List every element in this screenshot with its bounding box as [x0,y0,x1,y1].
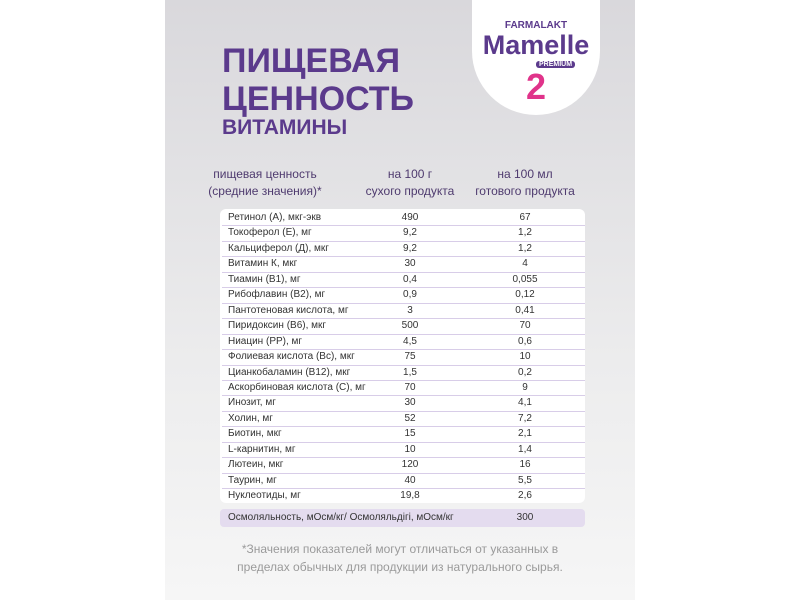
row-divider [222,302,585,304]
cell: 490 [401,212,419,223]
logo-brand: Mamelle [482,30,590,60]
row-divider [222,379,585,381]
table-header: (средние значения)* [208,184,322,198]
table-header: на 100 мл [497,167,553,181]
subtitle: ВИТАМИНЫ [222,116,348,139]
cell: 30 [404,258,416,270]
row-divider [222,333,585,335]
cell: Аскорбиновая кислота (С), мг [228,381,366,393]
cell: 0,6 [518,335,532,347]
table [220,209,585,503]
cell: 500 [401,320,419,332]
footer-row: Осмоляльность, мОсм/кг/ Осмоляльдігі, мО… [220,509,585,527]
logo: FARMALAKT Mamelle PREMIUM 2 [472,0,600,115]
row-divider [222,318,585,320]
cell: Токоферол (Е), мг [228,227,312,239]
logo-line: PREMIUM [536,61,576,68]
cell: Инозит, мг [228,397,276,409]
row-divider [222,225,585,227]
cell: Ретинол (А), мкг-экв [228,212,322,223]
cell: 4,1 [518,397,532,409]
cell: 0,055 [512,273,538,285]
cell: 0,12 [515,289,535,301]
cell: 0,2 [518,366,532,378]
row-divider [222,395,585,397]
row-divider [222,240,585,242]
table-header: готового продукта [475,184,575,198]
cell: 10 [404,443,416,455]
cell: 4 [522,258,528,270]
cell: 40 [404,474,416,486]
row-divider [222,488,585,490]
cell: Пантотеновая кислота, мг [228,304,349,316]
cell: L-карнитин, мг [228,443,296,455]
cell: 0,9 [403,289,417,301]
cell: 2,6 [518,490,532,502]
cell: Холин, мг [228,412,273,424]
cell: 10 [519,351,531,363]
cell: 5,5 [518,474,532,486]
cell: 70 [519,320,531,332]
cell: 4,5 [403,335,417,347]
cell: Тиамин (В1), мг [228,273,301,285]
cell: 1,2 [518,242,532,254]
cell: Биотин, мкг [228,428,282,440]
row-divider [222,472,585,474]
cell: Осмоляльность, мОсм/кг/ Осмоляльдігі, мО… [228,512,454,523]
cell: 9,2 [403,242,417,254]
footnote: пределах обычных для продукции из натура… [237,560,563,574]
row-divider [222,287,585,289]
logo-maker: FARMALAKT [504,20,568,31]
cell: 0,41 [515,304,535,316]
cell: 52 [404,412,416,424]
cell: Лютеин, мкг [228,459,284,471]
cell: 67 [519,212,531,223]
cell: 30 [404,397,416,409]
cell: 300 [516,512,534,523]
row-divider [222,441,585,443]
cell: 15 [404,428,416,440]
cell: Нуклеотиды, мг [228,490,301,502]
cell: Ниацин (РР), мг [228,335,303,347]
cell: 1,2 [518,227,532,239]
title: ПИЩЕВАЯ [222,42,401,80]
table-header: пищевая ценность [213,167,317,181]
title: ЦЕННОСТЬ [222,80,414,118]
cell: 7,2 [518,412,532,424]
row-divider [222,349,585,351]
row-divider [222,457,585,459]
row-divider [222,256,585,258]
row-divider [222,271,585,273]
cell: 9,2 [403,227,417,239]
cell: 75 [404,351,416,363]
cell: Рибофлавин (В2), мг [228,289,326,301]
table-header: сухого продукта [365,184,455,198]
cell: Цианкобаламин (В12), мкг [228,366,351,378]
cell: Фолиевая кислота (Вс), мкг [228,351,355,363]
cell: 16 [519,459,531,471]
cell: 1,5 [403,366,417,378]
row-divider [222,364,585,366]
cell: Кальциферол (Д), мкг [228,242,329,254]
row-divider [222,410,585,412]
cell: 3 [407,304,413,316]
cell: 19,8 [400,490,420,502]
cell: 120 [401,459,419,471]
cell: Пиридоксин (В6), мкг [228,320,327,332]
table-header: на 100 г [387,167,433,181]
row-divider [222,426,585,428]
cell: 0,4 [403,273,417,285]
logo-stage: 2 [525,66,547,107]
cell: 9 [522,381,528,393]
cell: Таурин, мг [228,474,277,486]
cell: 2,1 [518,428,532,440]
cell: Витамин К, мкг [228,258,298,270]
footnote: *Значения показателей могут отличаться о… [241,542,559,556]
cell: 1,4 [518,443,532,455]
cell: 70 [404,381,416,393]
